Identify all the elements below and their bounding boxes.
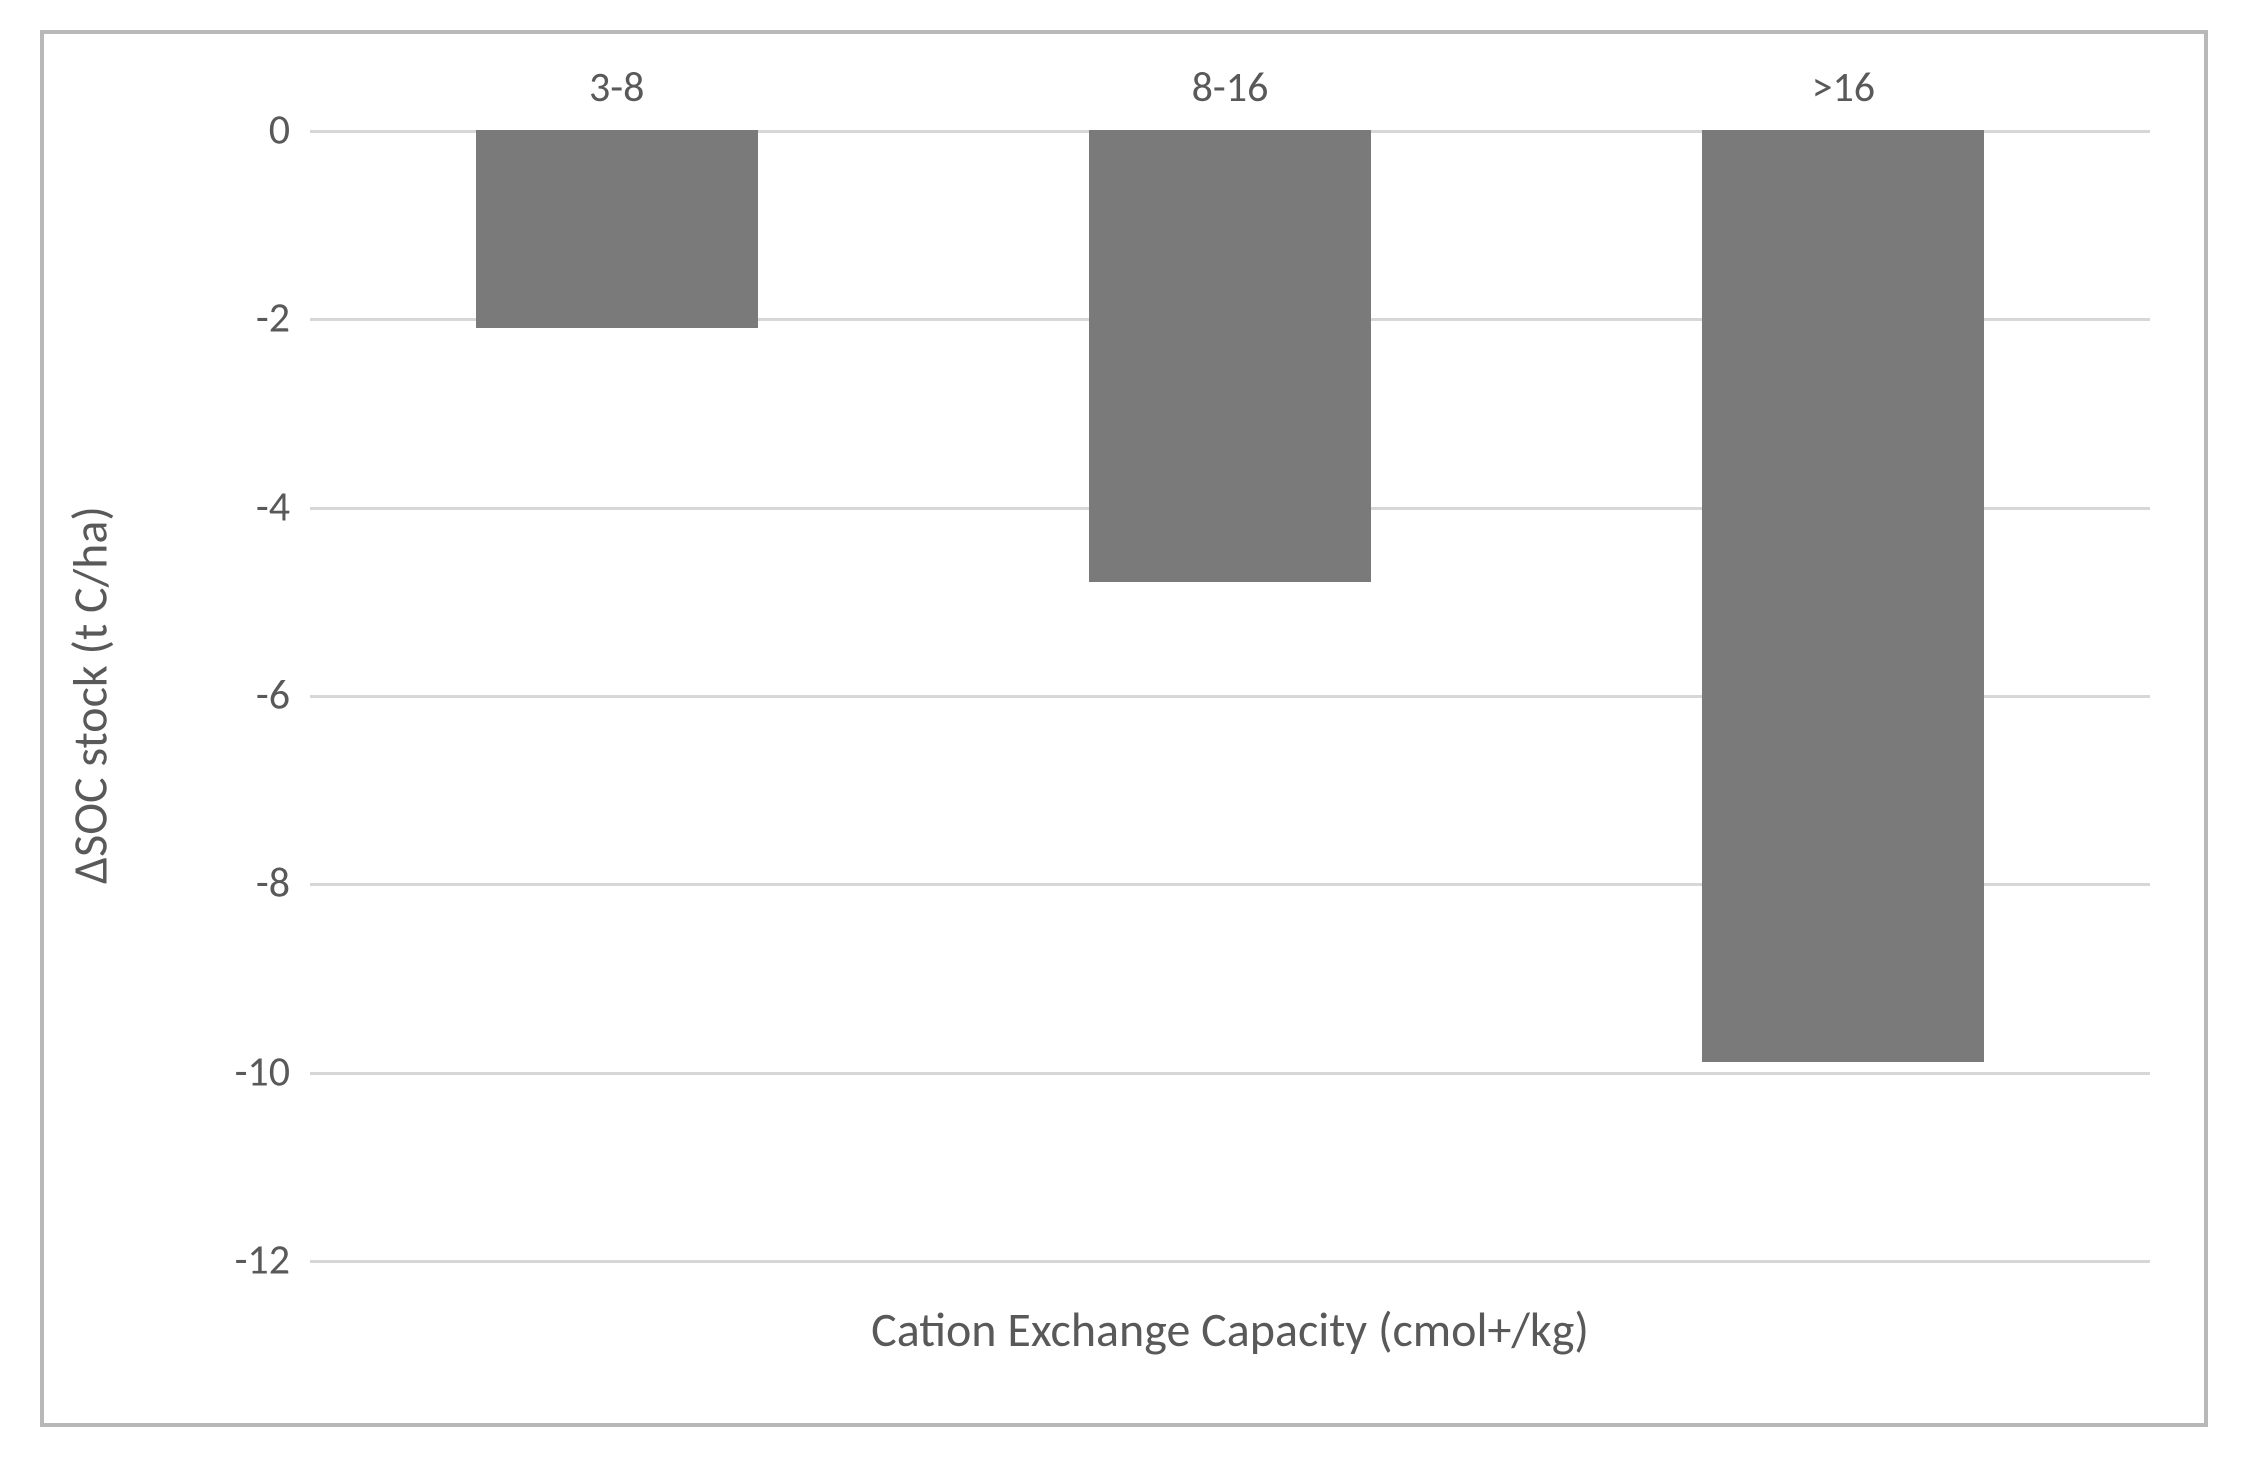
y-tick-label: -4 bbox=[256, 481, 310, 532]
plot-area: 0-2-4-6-8-10-123-88-16>16 bbox=[310, 130, 2150, 1260]
category-label: >16 bbox=[1812, 62, 1876, 113]
category-label: 3-8 bbox=[589, 62, 644, 113]
y-tick-label: -8 bbox=[256, 858, 310, 909]
x-axis-title: Cation Exchange Capacity (cmol+/kg) bbox=[871, 1300, 1589, 1359]
y-tick-label: -2 bbox=[256, 293, 310, 344]
y-tick-label: -12 bbox=[235, 1235, 310, 1286]
y-tick-label: -6 bbox=[256, 670, 310, 721]
category-label: 8-16 bbox=[1192, 62, 1269, 113]
y-tick-label: 0 bbox=[269, 105, 310, 156]
bar bbox=[1089, 130, 1371, 582]
bar bbox=[476, 130, 758, 328]
y-tick-label: -10 bbox=[235, 1046, 310, 1097]
gridline bbox=[310, 1072, 2150, 1075]
bar bbox=[1702, 130, 1984, 1062]
y-axis-title: ΔSOC stock (t C/ha) bbox=[61, 506, 120, 884]
gridline bbox=[310, 1260, 2150, 1263]
